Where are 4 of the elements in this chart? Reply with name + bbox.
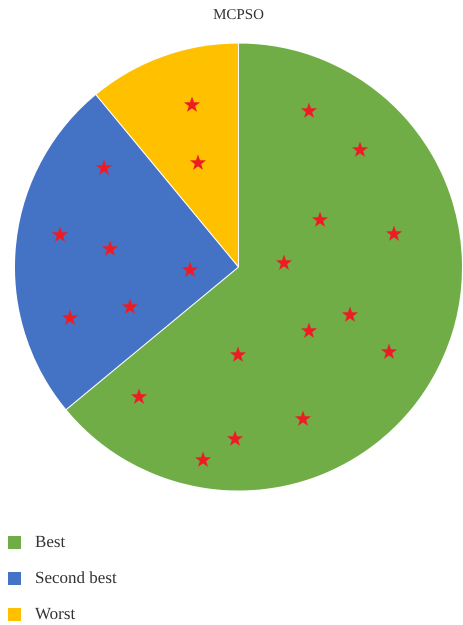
legend-label: Worst	[35, 604, 76, 624]
chart-title: MCPSO	[213, 6, 264, 23]
legend-label: Best	[35, 532, 66, 552]
legend-label: Second best	[35, 568, 117, 588]
